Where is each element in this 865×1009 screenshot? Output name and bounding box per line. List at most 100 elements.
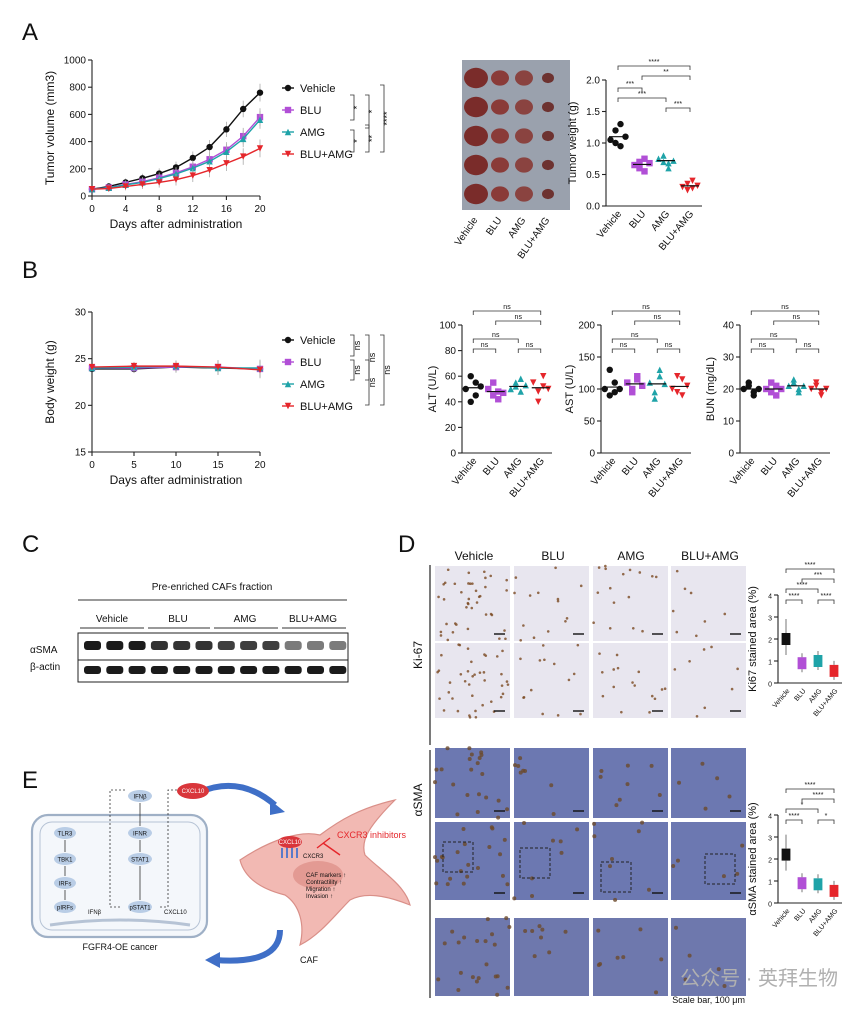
- data-point: [750, 389, 757, 396]
- blot-group-vehicle: Vehicle: [96, 614, 129, 625]
- gene-label: CXCL10: [164, 910, 187, 916]
- x-tick-label: 0: [89, 460, 95, 471]
- y-tick-label: 20: [445, 423, 457, 434]
- asma-band: [173, 641, 191, 650]
- zoom-box: [442, 841, 474, 873]
- data-point: [189, 172, 196, 179]
- data-point: [256, 145, 264, 152]
- effect-1: CAF markers ↑: [306, 873, 346, 879]
- tumor-specimen: [491, 70, 509, 86]
- x-tick-label: 5: [131, 460, 137, 471]
- data-point: [646, 159, 653, 167]
- data-point: [631, 161, 638, 169]
- ihc-tile: [514, 566, 589, 641]
- y-tick-label: 0: [589, 449, 595, 460]
- pathway-node-label: TLR3: [58, 832, 73, 838]
- data-point: [545, 385, 552, 393]
- ihc-tile: [435, 822, 510, 900]
- inhibitor-label: CXCR3 inhibitors: [337, 830, 407, 840]
- actin-band: [217, 666, 235, 674]
- box: [829, 884, 839, 897]
- data-point: [462, 385, 469, 393]
- x-tick-label: 10: [170, 460, 182, 471]
- x-tick-label: BLU: [759, 456, 780, 478]
- actin-band: [128, 666, 146, 674]
- box: [813, 878, 823, 891]
- ihc-col-combo: BLU+AMG: [681, 549, 739, 563]
- data-point: [611, 379, 618, 386]
- significance-label: ns: [526, 342, 534, 349]
- legend-label: AMG: [300, 127, 325, 139]
- y-tick-label: 15: [75, 448, 87, 459]
- panel-label-c: C: [22, 531, 39, 558]
- y-tick-label: 150: [578, 353, 595, 364]
- y-tick-label: 400: [69, 137, 86, 148]
- asma-band: [106, 641, 124, 650]
- photo-group-label: BLU: [484, 215, 504, 237]
- ihc-tile: [514, 822, 589, 900]
- data-point: [745, 382, 752, 389]
- actin-band: [284, 666, 302, 674]
- svg-text:CXCL10: CXCL10: [279, 840, 302, 846]
- significance-label: ***: [626, 81, 634, 88]
- y-tick-label: 600: [69, 110, 86, 121]
- tumor-weight-chart: 0.0 0.5 1.0 1.5 2.0 Tumor weight (g) Vehicle BL…: [567, 59, 702, 253]
- y-tick-label: 1.0: [586, 139, 600, 150]
- asma-band: [195, 641, 213, 650]
- significance-label: *: [352, 105, 362, 109]
- y-tick-label: 0: [80, 192, 86, 203]
- ihc-row-ki67: Ki-67: [411, 641, 425, 669]
- data-point: [240, 153, 247, 160]
- data-point: [88, 363, 96, 371]
- significance-label: ns: [804, 342, 812, 349]
- ihc-tile: [593, 918, 668, 996]
- x-tick-label: 16: [221, 204, 233, 215]
- panel-label-e: E: [22, 767, 38, 794]
- data-point: [813, 379, 820, 386]
- data-point: [156, 179, 163, 186]
- x-tick-label: Vehicle: [728, 456, 757, 488]
- pathway-node: [128, 853, 152, 865]
- data-point: [206, 158, 213, 165]
- significance-label: ns: [759, 342, 767, 349]
- ihc-tile: [593, 643, 668, 718]
- legend-marker: [284, 358, 292, 366]
- legend-marker: [284, 402, 292, 410]
- y-axis-title: Body weight (g): [43, 340, 57, 423]
- data-point: [485, 385, 492, 393]
- tumor-volume-chart: 0 200 400 600 800 1000 0 4 8 12 16 20 Days after adm…: [43, 56, 392, 232]
- data-point: [540, 373, 547, 380]
- ihc-tile: [671, 566, 746, 641]
- significance-label: *: [367, 109, 377, 113]
- tumor-specimen: [464, 125, 488, 147]
- data-point: [472, 379, 479, 386]
- blot-row-bactin: β-actin: [30, 662, 60, 673]
- x-tick-label: 8: [156, 204, 162, 215]
- data-point: [768, 389, 775, 396]
- blot-group-combo: BLU+AMG: [289, 614, 337, 625]
- y-tick-label: 0: [450, 449, 456, 460]
- data-point: [612, 127, 619, 134]
- pathway-node-label: TBK1: [57, 858, 73, 864]
- significance-label: ns: [352, 340, 362, 350]
- x-tick-label: Vehicle: [450, 456, 479, 488]
- y-tick-label: 30: [75, 308, 87, 319]
- data-point: [240, 105, 247, 113]
- x-tick-label: 15: [212, 460, 224, 471]
- ihc-tile: [671, 918, 746, 996]
- y-tick-label: 50: [584, 417, 596, 428]
- significance-label: *: [825, 813, 828, 820]
- pathway-node: [128, 827, 152, 839]
- significance-label: ns: [631, 332, 639, 339]
- tumor-specimen: [491, 186, 509, 202]
- data-point: [636, 158, 643, 166]
- x-tick-label: Vehicle: [589, 456, 618, 488]
- effect-4: Invasion ↑: [306, 894, 333, 900]
- x-axis-title: Days after administration: [110, 473, 243, 487]
- y-tick-label: 20: [75, 401, 87, 412]
- photo-group-label: AMG: [506, 215, 528, 240]
- data-point: [611, 389, 618, 396]
